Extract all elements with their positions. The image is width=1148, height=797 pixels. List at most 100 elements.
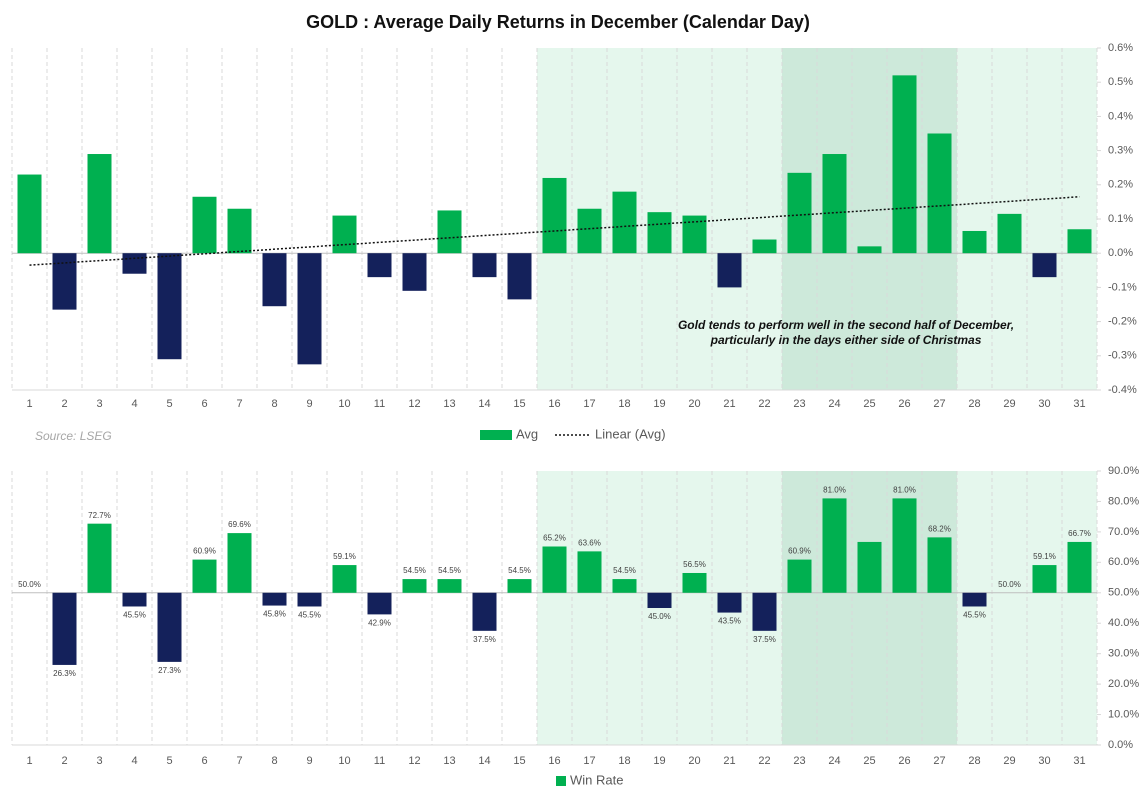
x-tick-label: 6	[201, 398, 207, 410]
bar	[192, 196, 217, 254]
x-tick-label: 9	[306, 398, 312, 410]
annotation: Gold tends to perform well in the second…	[678, 318, 1014, 332]
value-label: 27.3%	[158, 666, 181, 675]
x-tick-label: 1	[26, 398, 32, 410]
value-label: 45.8%	[263, 610, 286, 619]
bar	[472, 592, 497, 631]
y-tick-label: 80.0%	[1108, 495, 1139, 507]
y-tick-label: 0.0%	[1108, 739, 1133, 751]
x-tick-label: 23	[793, 398, 805, 410]
x-tick-label: 3	[96, 398, 102, 410]
x-tick-label: 24	[828, 755, 840, 767]
x-tick-label: 23	[793, 755, 805, 767]
x-tick-label: 6	[201, 755, 207, 767]
x-tick-label: 28	[968, 398, 980, 410]
y-tick-label: -0.1%	[1108, 281, 1137, 293]
y-tick-label: 10.0%	[1108, 708, 1139, 720]
bar	[52, 592, 77, 665]
bar	[1067, 541, 1092, 593]
bar	[262, 253, 287, 307]
bar	[752, 592, 777, 631]
x-tick-label: 20	[688, 398, 700, 410]
value-label: 37.5%	[473, 635, 496, 644]
x-tick-label: 26	[898, 398, 910, 410]
x-tick-label: 12	[408, 398, 420, 410]
value-label: 54.5%	[403, 566, 426, 575]
x-tick-label: 19	[653, 398, 665, 410]
y-tick-label: 60.0%	[1108, 556, 1139, 568]
value-label: 59.1%	[1033, 552, 1056, 561]
bar	[297, 592, 322, 607]
x-tick-label: 3	[96, 755, 102, 767]
x-tick-label: 26	[898, 755, 910, 767]
bar	[1032, 565, 1057, 593]
x-tick-label: 7	[236, 398, 242, 410]
y-tick-label: 0.3%	[1108, 145, 1133, 157]
bar	[927, 133, 952, 254]
legend-label: Win Rate	[570, 772, 623, 787]
x-tick-label: 12	[408, 755, 420, 767]
x-tick-label: 2	[61, 755, 67, 767]
value-label: 60.9%	[788, 547, 811, 556]
y-tick-label: 0.0%	[1108, 247, 1133, 259]
bar	[787, 559, 812, 593]
x-tick-label: 21	[723, 398, 735, 410]
y-tick-label: -0.4%	[1108, 384, 1137, 396]
bar	[227, 533, 252, 593]
x-tick-label: 21	[723, 755, 735, 767]
legend-label: Linear (Avg)	[595, 426, 666, 441]
value-label: 50.0%	[998, 580, 1021, 589]
value-label: 50.0%	[18, 580, 41, 589]
highlight-band	[782, 471, 957, 745]
value-label: 26.3%	[53, 669, 76, 678]
chart-title: GOLD : Average Daily Returns in December…	[306, 12, 810, 32]
bar	[332, 215, 357, 254]
legend-label: Avg	[516, 426, 538, 441]
x-tick-label: 31	[1073, 755, 1085, 767]
bar	[332, 565, 357, 593]
x-tick-label: 30	[1038, 755, 1050, 767]
x-tick-label: 16	[548, 755, 560, 767]
bar	[17, 174, 42, 254]
bar	[472, 253, 497, 278]
value-label: 69.6%	[228, 520, 251, 529]
annotation: particularly in the days either side of …	[710, 333, 982, 347]
y-tick-label: 50.0%	[1108, 587, 1139, 599]
y-tick-label: 0.4%	[1108, 110, 1133, 122]
x-tick-label: 29	[1003, 398, 1015, 410]
x-tick-label: 17	[583, 398, 595, 410]
y-tick-label: 0.5%	[1108, 76, 1133, 88]
x-tick-label: 7	[236, 755, 242, 767]
bar	[997, 213, 1022, 254]
value-label: 54.5%	[438, 566, 461, 575]
trend-line	[29, 196, 1080, 266]
x-tick-label: 1	[26, 755, 32, 767]
value-label: 72.7%	[88, 511, 111, 520]
bar	[542, 546, 567, 593]
x-tick-label: 20	[688, 755, 700, 767]
x-tick-label: 11	[374, 398, 385, 410]
x-tick-label: 19	[653, 755, 665, 767]
bar	[52, 253, 77, 310]
bar	[542, 177, 567, 254]
x-tick-label: 24	[828, 398, 840, 410]
x-tick-label: 10	[338, 755, 350, 767]
value-label: 60.9%	[193, 547, 216, 556]
x-tick-label: 5	[166, 398, 172, 410]
value-label: 37.5%	[753, 635, 776, 644]
bar	[962, 592, 987, 607]
bar	[437, 210, 462, 254]
y-tick-label: -0.3%	[1108, 350, 1137, 362]
x-tick-label: 8	[271, 398, 277, 410]
bar	[507, 579, 532, 593]
value-label: 45.5%	[123, 611, 146, 620]
value-label: 66.7%	[1068, 529, 1091, 538]
bar	[822, 154, 847, 254]
value-label: 65.2%	[543, 534, 566, 543]
value-label: 59.1%	[333, 552, 356, 561]
x-tick-label: 16	[548, 398, 560, 410]
bar	[612, 191, 637, 254]
x-tick-label: 13	[443, 755, 455, 767]
bar	[402, 579, 427, 593]
x-tick-label: 4	[131, 755, 137, 767]
